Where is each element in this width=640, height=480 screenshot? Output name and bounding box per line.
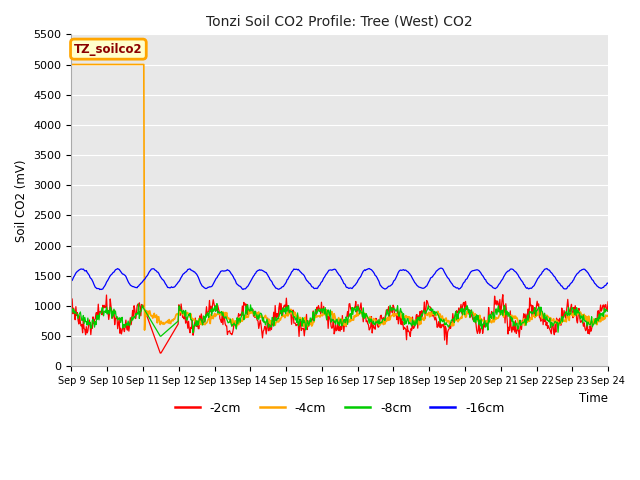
Line: -4cm: -4cm: [72, 64, 608, 330]
-8cm: [156, 333, 164, 339]
-16cm: [421, 284, 429, 290]
-2cm: [216, 316, 224, 322]
-16cm: [406, 271, 413, 276]
-8cm: [422, 310, 430, 316]
-8cm: [68, 307, 76, 312]
-4cm: [421, 313, 429, 319]
-16cm: [77, 266, 85, 272]
Line: -2cm: -2cm: [72, 295, 608, 353]
-16cm: [133, 285, 141, 291]
-8cm: [213, 300, 221, 306]
-16cm: [216, 270, 224, 276]
-4cm: [604, 312, 612, 318]
-16cm: [604, 281, 612, 287]
-8cm: [406, 320, 414, 326]
Text: TZ_soilco2: TZ_soilco2: [74, 43, 143, 56]
X-axis label: Time: Time: [579, 392, 608, 405]
-2cm: [77, 323, 85, 329]
-16cm: [96, 287, 104, 292]
-2cm: [132, 312, 140, 317]
-8cm: [604, 308, 612, 314]
-4cm: [68, 61, 76, 67]
-4cm: [216, 312, 224, 318]
-4cm: [141, 327, 148, 333]
-2cm: [499, 292, 507, 298]
-2cm: [156, 350, 164, 356]
-16cm: [437, 265, 445, 271]
Legend: -2cm, -4cm, -8cm, -16cm: -2cm, -4cm, -8cm, -16cm: [170, 397, 510, 420]
-8cm: [217, 310, 225, 315]
-2cm: [421, 315, 429, 321]
-2cm: [406, 330, 413, 336]
Line: -8cm: -8cm: [72, 303, 608, 336]
Title: Tonzi Soil CO2 Profile: Tree (West) CO2: Tonzi Soil CO2 Profile: Tree (West) CO2: [207, 15, 473, 29]
Y-axis label: Soil CO2 (mV): Soil CO2 (mV): [15, 159, 28, 241]
-16cm: [188, 267, 195, 273]
-8cm: [132, 312, 140, 318]
-8cm: [77, 314, 85, 320]
-4cm: [188, 316, 195, 322]
Line: -16cm: -16cm: [72, 268, 608, 289]
-16cm: [68, 278, 76, 284]
-4cm: [77, 61, 85, 67]
-4cm: [406, 314, 413, 320]
-8cm: [188, 317, 195, 323]
-4cm: [132, 61, 140, 67]
-2cm: [68, 309, 76, 315]
-2cm: [604, 299, 612, 305]
-2cm: [188, 325, 195, 331]
